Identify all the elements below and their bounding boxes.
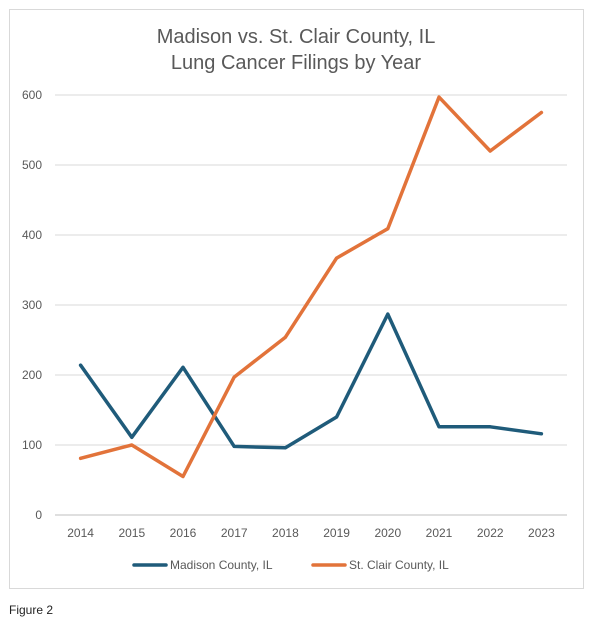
- x-tick-label: 2019: [323, 526, 350, 540]
- chart-frame: [9, 9, 584, 589]
- data-point: [232, 444, 236, 448]
- data-point: [232, 375, 236, 379]
- x-tick-label: 2017: [221, 526, 248, 540]
- x-tick-label: 2015: [118, 526, 145, 540]
- y-tick-label: 400: [22, 228, 42, 242]
- figure-caption: Figure 2: [9, 603, 54, 617]
- data-point: [386, 227, 390, 231]
- data-point: [181, 475, 185, 478]
- data-point: [488, 425, 492, 429]
- data-point: [79, 363, 83, 367]
- data-point: [437, 425, 441, 429]
- y-tick-label: 100: [22, 438, 42, 452]
- data-point: [283, 446, 287, 450]
- x-tick-label: 2016: [170, 526, 197, 540]
- series-lines: [78, 95, 544, 479]
- x-tick-label: 2022: [477, 526, 504, 540]
- data-point: [181, 365, 185, 369]
- data-point: [79, 456, 83, 460]
- data-point: [488, 149, 492, 153]
- data-point: [130, 443, 134, 447]
- data-point: [130, 435, 134, 439]
- chart-title-line-1: Madison vs. St. Clair County, IL: [157, 26, 436, 48]
- data-point: [283, 335, 287, 339]
- x-tick-label: 2014: [67, 526, 94, 540]
- data-point: [539, 432, 543, 436]
- legend-label: St. Clair County, IL: [349, 558, 449, 572]
- data-point: [335, 415, 339, 419]
- y-tick-label: 600: [22, 88, 42, 102]
- chart-title-line-2: Lung Cancer Filings by Year: [171, 52, 421, 74]
- legend-label: Madison County, IL: [170, 558, 273, 572]
- series-line-0: [78, 312, 544, 450]
- y-tick-label: 0: [35, 508, 42, 522]
- gridlines: [55, 94, 567, 516]
- y-tick-label: 300: [22, 298, 42, 312]
- y-axis-tick-labels: 0 100 200 300 400 500 600: [22, 88, 42, 522]
- data-point: [437, 95, 441, 99]
- x-axis-tick-labels: 2014 2015 2016 2017 2018 2019 2020 2021 2022 2023: [67, 526, 555, 540]
- series-line-1: [78, 95, 544, 479]
- x-tick-label: 2023: [528, 526, 555, 540]
- y-tick-label: 200: [22, 368, 42, 382]
- x-tick-label: 2021: [426, 526, 453, 540]
- y-tick-label: 500: [22, 158, 42, 172]
- line-chart: Madison vs. St. Clair County, IL Lung Ca…: [22, 26, 567, 572]
- x-tick-label: 2020: [374, 526, 401, 540]
- data-point: [539, 111, 543, 114]
- data-point: [386, 312, 390, 316]
- legend: Madison County, IL St. Clair County, IL: [132, 558, 449, 572]
- data-point: [335, 256, 339, 260]
- x-tick-label: 2018: [272, 526, 299, 540]
